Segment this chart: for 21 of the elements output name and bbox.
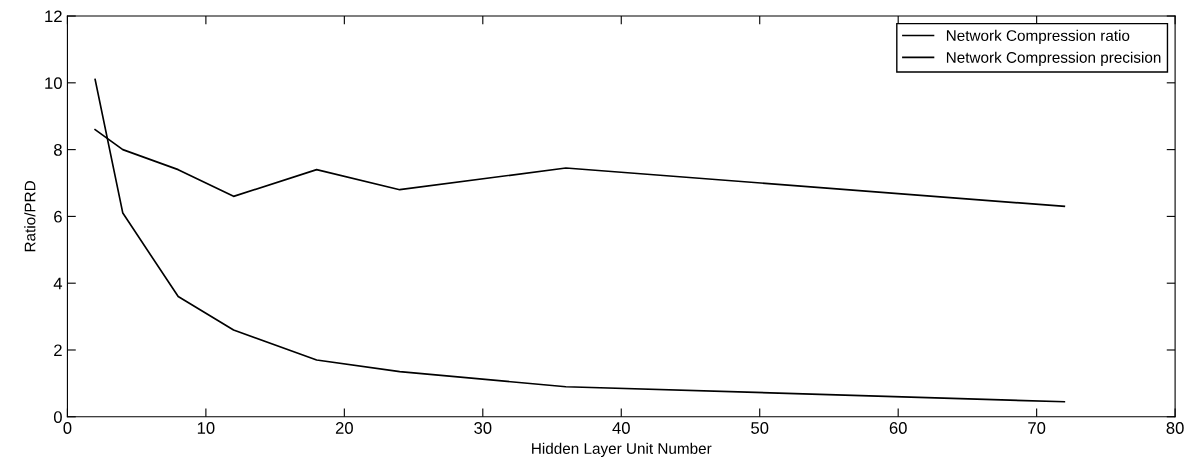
x-tick-label: 40 bbox=[612, 422, 630, 434]
x-tick-label: 60 bbox=[889, 422, 907, 434]
x-tick-label: 80 bbox=[1166, 422, 1184, 434]
y-tick-label: 4 bbox=[53, 277, 63, 290]
x-tick-label: 30 bbox=[474, 422, 492, 434]
x-axis-title: Hidden Layer Unit Number bbox=[532, 442, 712, 457]
legend-label: Network Compression precision bbox=[946, 51, 1161, 66]
x-tick-label: 10 bbox=[197, 422, 215, 434]
x-tick-label: 20 bbox=[335, 422, 353, 434]
line-series bbox=[94, 78, 1066, 403]
x-tick-label: 50 bbox=[751, 422, 769, 434]
y-tick-label: 10 bbox=[45, 77, 62, 90]
y-tick-label: 6 bbox=[54, 210, 62, 223]
y-tick-label: 8 bbox=[54, 144, 62, 156]
y-tick-label: 2 bbox=[54, 344, 62, 357]
y-axis-title: Ratio/PRD bbox=[24, 181, 36, 252]
y-tick-label: 12 bbox=[45, 10, 62, 23]
x-tick-label: 0 bbox=[63, 422, 72, 434]
x-tick-label: 70 bbox=[1028, 422, 1046, 434]
legend-label: Network Compression ratio bbox=[946, 29, 1130, 45]
y-tick-label: 0 bbox=[53, 411, 62, 423]
